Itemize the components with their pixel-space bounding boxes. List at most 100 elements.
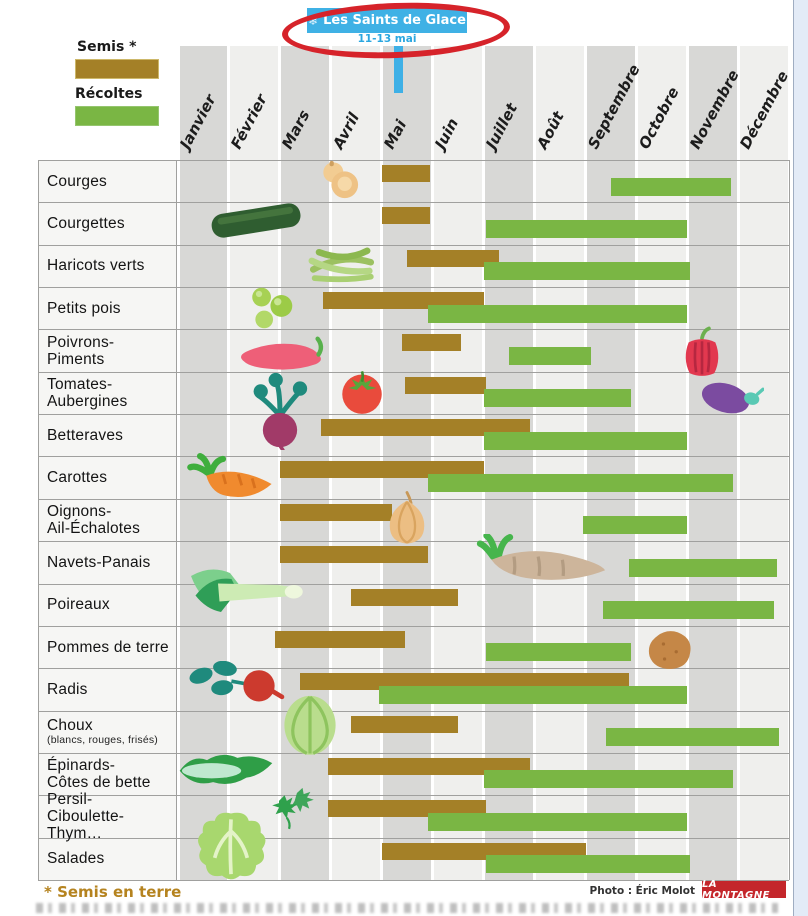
semis-bar <box>402 334 461 352</box>
row-label-épinards-: Épinards- Côtes de bette <box>47 757 151 792</box>
recolte-bar <box>603 601 775 620</box>
row-gridline <box>38 583 789 585</box>
banner-title: Les Saints de Glace <box>323 13 466 28</box>
row-label-navets-panais: Navets-Panais <box>47 553 151 571</box>
row-label-betteraves: Betteraves <box>47 426 124 444</box>
eggplant-icon <box>698 368 764 422</box>
row-gridline <box>38 880 789 881</box>
row-label-column <box>38 160 176 880</box>
legend-recoltes-swatch <box>75 106 159 126</box>
recolte-bar <box>427 473 734 492</box>
parsley-icon <box>266 784 320 830</box>
legend-semis-label: Semis * <box>77 39 137 55</box>
legend-semis-swatch <box>75 59 159 79</box>
row-label-carottes: Carottes <box>47 469 108 487</box>
beetroot-icon <box>250 370 310 450</box>
semis-bar <box>407 249 499 267</box>
row-gridline <box>38 329 789 331</box>
banner-date: 11-13 mai <box>357 33 417 45</box>
row-label-choux: Choux (blancs, rouges, frisés) <box>47 717 159 747</box>
month-column-juillet <box>485 46 534 880</box>
month-column-octobre <box>638 46 686 880</box>
row-label-pommes-de-terre: Pommes de terre <box>47 638 169 656</box>
mid-may-marker-line <box>394 46 403 93</box>
recolte-bar <box>486 855 691 874</box>
bottom-cutoff-artifact <box>36 903 778 913</box>
row-gridline <box>38 414 789 416</box>
recolte-bar <box>611 177 731 196</box>
month-column-novembre <box>689 46 737 880</box>
chili-pepper-icon <box>228 330 332 372</box>
row-label-persil-: Persil- Ciboulette-Thym… <box>47 790 125 842</box>
leek-icon <box>186 561 310 621</box>
row-label-courges: Courges <box>47 172 107 190</box>
cucumber-icon <box>206 200 306 240</box>
recolte-bar <box>628 558 777 577</box>
carrot-icon <box>182 452 282 502</box>
row-label-haricots-verts: Haricots verts <box>47 257 145 275</box>
radish-icon <box>182 661 290 707</box>
lettuce-icon <box>192 809 270 883</box>
row-gridline <box>38 710 789 712</box>
semis-bar <box>351 588 459 606</box>
row-gridline <box>38 752 789 754</box>
row-label-tomates-: Tomates- Aubergines <box>47 375 128 410</box>
recolte-bar <box>483 262 691 281</box>
recolte-bar <box>483 389 632 408</box>
potato-icon <box>640 624 698 674</box>
semis-bar <box>351 715 459 733</box>
recolte-bar <box>483 431 688 450</box>
onion-icon <box>384 490 430 548</box>
recolte-bar <box>483 770 734 789</box>
peas-icon <box>246 284 298 332</box>
photo-credit: Photo : Éric Molot <box>589 885 695 897</box>
semis-bar <box>320 419 530 437</box>
semis-bar <box>381 207 431 225</box>
legend-recoltes-label: Récoltes <box>75 86 143 102</box>
la-montagne-badge: LA MONTAGNE <box>702 879 786 901</box>
semis-bar <box>404 376 487 394</box>
table-left-border <box>38 160 39 880</box>
row-label-salades: Salades <box>47 850 105 868</box>
bell-pepper-icon <box>678 326 726 380</box>
tomato-icon <box>336 362 388 416</box>
row-label-radis: Radis <box>47 680 88 698</box>
row-label-courgettes: Courgettes <box>47 215 125 233</box>
row-gridline <box>38 837 789 839</box>
row-gridline <box>38 625 789 627</box>
table-right-border <box>789 160 790 880</box>
row-gridline <box>38 498 789 500</box>
recolte-bar <box>427 304 688 323</box>
page-edge-strip <box>793 0 808 916</box>
semis-bar <box>279 503 392 521</box>
parsnip-icon <box>476 534 610 584</box>
semis-bar <box>328 757 530 775</box>
recolte-bar <box>379 685 688 704</box>
cabbage-icon <box>280 692 340 756</box>
recolte-bar <box>486 219 688 238</box>
recolte-bar <box>509 346 591 365</box>
month-column-septembre <box>587 46 636 880</box>
month-column-août <box>536 46 585 880</box>
row-gridline <box>38 668 789 670</box>
row-gridline <box>38 371 789 373</box>
row-gridline <box>38 202 789 204</box>
chard-icon <box>174 748 278 792</box>
semis-bar <box>279 546 428 564</box>
row-label-poivrons-: Poivrons- Piments <box>47 333 115 368</box>
row-gridline <box>38 795 789 797</box>
green-beans-icon <box>306 240 378 286</box>
label-column-divider <box>175 160 177 880</box>
butternut-squash-icon <box>316 160 364 200</box>
semis-bar <box>381 165 431 182</box>
recolte-bar <box>486 643 632 662</box>
footnote-semis-en-terre: * Semis en terre <box>44 883 182 901</box>
snowflake-icon: ❄ <box>308 13 319 28</box>
row-label-poireaux: Poireaux <box>47 596 110 614</box>
saints-de-glace-banner: ❄ Les Saints de Glace <box>307 8 467 33</box>
recolte-bar <box>583 516 688 535</box>
row-gridline <box>38 287 789 289</box>
row-gridline <box>38 244 789 246</box>
row-gridline <box>38 160 789 161</box>
